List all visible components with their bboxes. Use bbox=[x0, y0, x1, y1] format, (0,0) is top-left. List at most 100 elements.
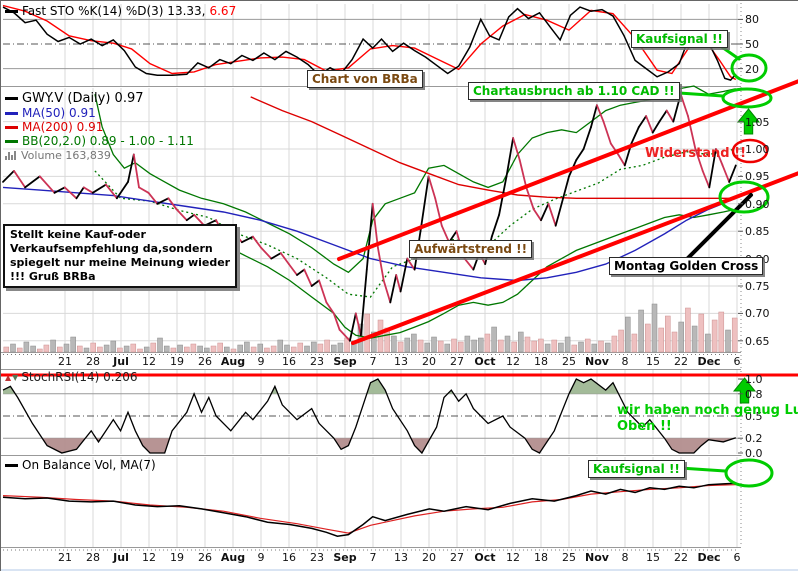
x-tick-label: 9 bbox=[257, 355, 265, 368]
volume-bar bbox=[691, 325, 698, 353]
x-tick-label: 6 bbox=[733, 551, 741, 564]
volume-bar bbox=[310, 341, 317, 353]
volume-bar bbox=[184, 346, 190, 353]
x-tick-label: 9 bbox=[257, 551, 265, 564]
y-tick-label: 80 bbox=[745, 13, 759, 27]
x-tick-label: 19 bbox=[170, 355, 184, 368]
x-tick-label: 13 bbox=[394, 355, 408, 368]
x-tick-label: 12 bbox=[142, 551, 156, 564]
volume-bar bbox=[658, 327, 664, 353]
volume-bar bbox=[665, 315, 671, 353]
price-close-line bbox=[637, 115, 647, 128]
price-close-line bbox=[582, 126, 592, 150]
ma50-label: MA(50) 0.91 bbox=[22, 106, 96, 120]
volume-bar bbox=[544, 343, 551, 353]
x-tick-label: Sep bbox=[333, 551, 357, 564]
volume-bar bbox=[598, 340, 604, 353]
price-close-line bbox=[399, 257, 409, 293]
x-tick-label: 25 bbox=[562, 355, 576, 368]
price-close-line bbox=[708, 148, 717, 189]
luft-nach-oben-label: wir haben noch genug Luft nachOben !! bbox=[617, 403, 798, 435]
price-close-line bbox=[91, 183, 107, 194]
x-tick-label: Nov bbox=[585, 551, 609, 564]
x-tick-label: 27 bbox=[450, 551, 464, 564]
ma50-line bbox=[2, 186, 737, 282]
volume-bar bbox=[63, 343, 70, 353]
volume-bar bbox=[364, 313, 370, 353]
price-close-line bbox=[554, 197, 564, 227]
x-tick-label: Dec bbox=[697, 551, 721, 564]
volume-bar bbox=[297, 342, 304, 353]
volume-bar bbox=[90, 342, 96, 353]
stochrsi-legend-text: StochRSI(14) 0.206 bbox=[21, 370, 138, 384]
volume-bar bbox=[117, 347, 123, 353]
volume-bar bbox=[491, 326, 497, 353]
stochrsi-overbought-fill bbox=[271, 386, 278, 394]
volume-bar bbox=[50, 339, 56, 353]
chartausbruch-ellipse bbox=[721, 87, 773, 109]
x-tick-label: 21 bbox=[58, 551, 72, 564]
x-tick-label: 19 bbox=[170, 551, 184, 564]
volume-bar bbox=[631, 333, 638, 353]
x-tick-label: 23 bbox=[310, 355, 324, 368]
x-tick-label: Aug bbox=[220, 355, 246, 368]
disclaimer-note: Stellt keine Kauf-oder Verkaufsempfehlung… bbox=[3, 224, 238, 288]
y-tick-label: 0.0 bbox=[745, 447, 763, 460]
ma200-label: MA(200) 0.91 bbox=[22, 120, 104, 134]
volume-bar bbox=[197, 345, 203, 353]
volume-bar bbox=[698, 313, 705, 353]
price-close-line bbox=[463, 257, 475, 271]
price-close-line bbox=[389, 274, 398, 304]
volume-bar bbox=[10, 343, 16, 353]
x-tick-label: Aug bbox=[220, 551, 246, 564]
volume-bar bbox=[371, 331, 377, 353]
volume-bar bbox=[591, 343, 598, 353]
chartausbruch-label: Chartausbruch ab 1.10 CAD !! bbox=[468, 82, 680, 100]
price-close-line bbox=[715, 148, 724, 167]
volume-bar bbox=[424, 342, 431, 353]
x-tick-label: 7 bbox=[369, 551, 377, 564]
price-close-line bbox=[325, 301, 335, 315]
ma200-line-icon bbox=[5, 125, 18, 129]
price-close-line bbox=[427, 175, 437, 200]
volume-bar bbox=[584, 338, 591, 353]
uptrend-channel-lower-line bbox=[351, 171, 798, 345]
y-tick-label: 0.90 bbox=[745, 197, 770, 211]
volume-histogram-icon bbox=[5, 150, 17, 160]
volume-bar bbox=[651, 303, 658, 353]
volume-bar bbox=[411, 333, 417, 353]
y-tick-label: 0.2 bbox=[745, 432, 763, 446]
volume-bar bbox=[417, 339, 424, 353]
x-tick-label: 15 bbox=[646, 551, 660, 564]
volume-bar bbox=[290, 346, 297, 353]
volume-bar bbox=[518, 331, 524, 353]
price-close-line bbox=[185, 213, 196, 222]
x-tick-label: 22 bbox=[674, 355, 688, 368]
price-close-line bbox=[296, 268, 306, 276]
bb-upper-line bbox=[94, 85, 736, 274]
price-close-line bbox=[332, 312, 341, 331]
x-tick-label: 18 bbox=[534, 355, 548, 368]
volume-bar bbox=[685, 307, 691, 353]
volume-bar bbox=[77, 345, 83, 353]
ma200-line bbox=[250, 96, 736, 200]
volume-bar bbox=[538, 338, 544, 353]
x-tick-label: 12 bbox=[506, 355, 520, 368]
price-close-line bbox=[701, 169, 711, 189]
volume-bar bbox=[304, 345, 310, 353]
obv-legend: On Balance Vol, MA(7) bbox=[5, 458, 156, 472]
price-close-line bbox=[490, 213, 501, 238]
volume-bar bbox=[110, 340, 117, 353]
volume-bar bbox=[478, 337, 484, 353]
stochrsi-oversold-fill bbox=[664, 438, 735, 453]
sto-line-icon bbox=[5, 9, 18, 13]
volume-bar bbox=[170, 347, 177, 353]
volume-bar bbox=[671, 331, 678, 353]
bollinger-label: BB(20,2.0) 0.89 - 1.00 - 1.11 bbox=[22, 134, 194, 148]
price-close-line bbox=[505, 137, 514, 178]
volume-bar bbox=[230, 348, 237, 353]
price-close-line bbox=[525, 186, 535, 211]
volume-bar bbox=[217, 342, 223, 353]
price-close-line bbox=[395, 274, 402, 293]
